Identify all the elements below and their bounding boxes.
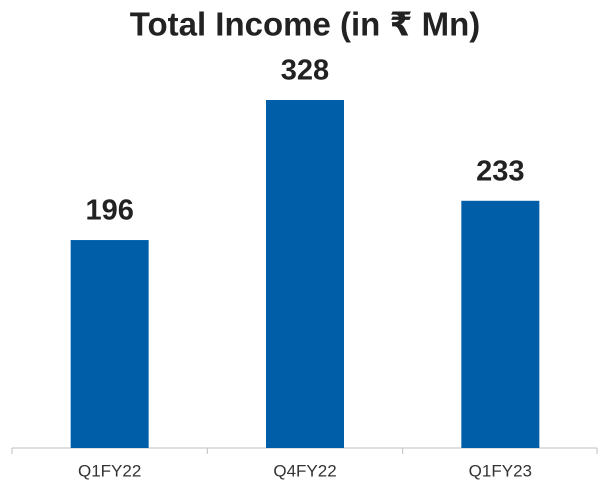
bar — [266, 100, 344, 448]
bar — [461, 200, 540, 448]
value-label: 328 — [281, 55, 329, 87]
chart-title: Total Income (in ₹ Mn) — [130, 6, 481, 43]
bar — [70, 240, 149, 448]
value-label: 196 — [85, 195, 133, 227]
x-tick-label: Q1FY22 — [78, 461, 141, 480]
x-tick-label: Q4FY22 — [273, 461, 336, 480]
x-tick-label: Q1FY23 — [469, 461, 532, 480]
value-label: 233 — [476, 155, 524, 187]
